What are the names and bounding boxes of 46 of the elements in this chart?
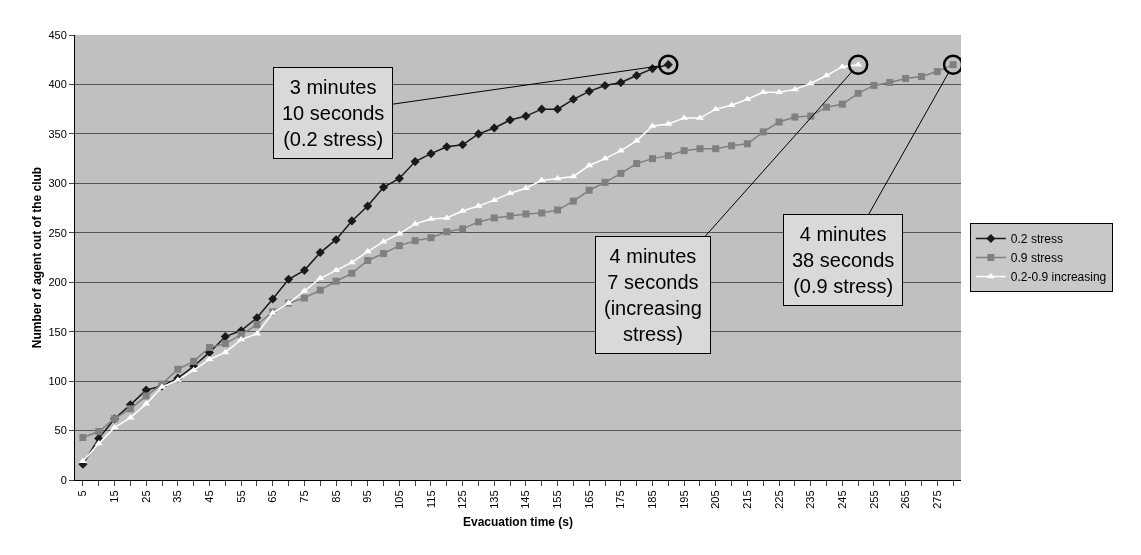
x-axis-title: Evacuation time (s) [462,515,574,529]
x-tick-label: 55 [234,490,247,503]
y-axis-title: Number of agent out of the club [30,166,44,349]
y-tick-label: 150 [48,325,67,338]
x-tick-label: 135 [487,490,500,509]
x-tick-label: 125 [456,490,469,509]
x-tick-label: 15 [108,490,121,503]
x-tick-label: 215 [740,490,753,509]
x-tick-label: 255 [867,490,880,509]
x-tick-label: 245 [835,490,848,509]
x-tick-label: 25 [139,490,152,503]
legend-label: 0.9 stress [1010,251,1063,266]
x-tick-label: 75 [297,490,310,503]
annotation: 3 minutes 10 seconds (0.2 stress) [282,76,385,150]
x-tick-label: 205 [709,490,722,509]
x-tick-label: 65 [266,490,279,503]
y-tick-label: 0 [60,473,67,486]
annotation: 4 minutes 7 seconds (increasing stress) [604,245,702,345]
x-tick-label: 45 [203,490,216,503]
x-tick-label: 185 [646,490,659,509]
x-tick-label: 105 [392,490,405,509]
y-tick-label: 250 [48,226,67,239]
x-tick-label: 35 [171,490,184,503]
y-tick-label: 350 [48,127,67,140]
legend-label: 0.2-0.9 increasing [1010,270,1107,285]
x-tick-label: 165 [582,490,595,509]
x-tick-label: 115 [424,490,437,508]
x-tick-label: 195 [677,490,690,509]
y-tick-label: 450 [48,28,67,41]
x-tick-label: 155 [551,490,564,509]
x-tick-label: 235 [804,490,817,509]
x-tick-label: 225 [772,490,785,509]
x-tick-label: 265 [899,490,912,509]
y-tick-label: 50 [54,424,67,437]
y-tick-label: 100 [48,374,67,387]
y-tick-label: 400 [48,78,67,91]
x-tick-label: 275 [930,490,943,509]
annotation: 4 minutes 38 seconds (0.9 stress) [792,223,895,297]
x-tick-label: 85 [329,490,342,503]
x-tick-label: 145 [519,490,532,509]
legend-label: 0.2 stress [1010,232,1063,247]
y-tick-label: 300 [48,177,67,190]
x-tick-label: 5 [76,490,89,497]
x-tick-label: 95 [361,490,374,503]
y-tick-label: 200 [48,276,67,289]
x-tick-label: 175 [614,490,627,509]
